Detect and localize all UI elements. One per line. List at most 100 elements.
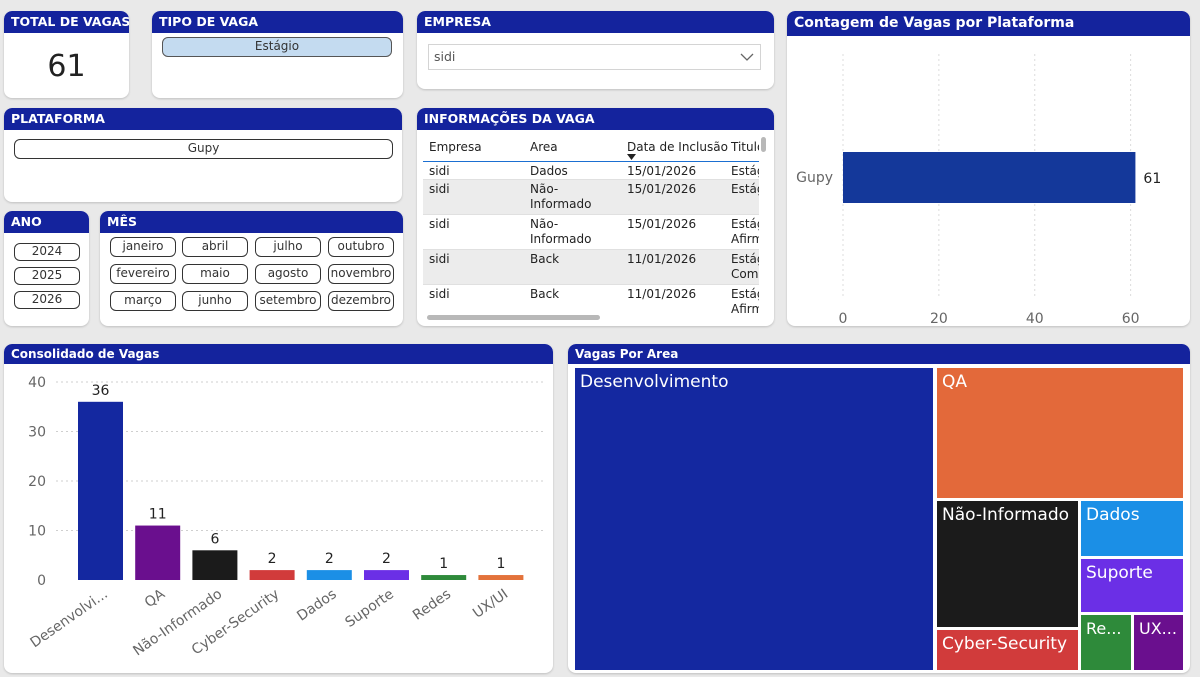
table-cell: Estág [731, 182, 759, 196]
x-category-label: Desenvolvi... [28, 586, 111, 651]
table-row[interactable] [423, 215, 759, 250]
table-cell: 15/01/2026 [627, 217, 697, 231]
plataforma-chart-title: Contagem de Vagas por Plataforma [787, 11, 1190, 36]
mes-option-setembro[interactable]: setembro [255, 291, 321, 311]
x-tick-label: 40 [1026, 311, 1044, 326]
vertical-scrollbar[interactable] [761, 137, 766, 152]
treemap-tile-1[interactable]: QA [937, 368, 1183, 498]
mes-option-fevereiro[interactable]: fevereiro [110, 264, 176, 284]
bar-5 [364, 570, 409, 580]
bar-4 [306, 570, 352, 580]
mes-option-abril[interactable]: abril [182, 237, 248, 257]
mes-option-janeiro[interactable]: janeiro [110, 237, 176, 257]
table-row[interactable] [423, 180, 759, 215]
empresa-dropdown[interactable]: sidi [428, 44, 761, 70]
bar-7 [478, 575, 524, 580]
table-cell: 11/01/2026 [627, 287, 697, 301]
treemap-tile-5[interactable]: Cyber-Security [937, 630, 1078, 670]
mes-option-dezembro[interactable]: dezembro [328, 291, 394, 311]
mes-option-agosto[interactable]: agosto [255, 264, 321, 284]
table-cell: sidi [429, 287, 450, 301]
treemap-tile-6[interactable]: Re... [1081, 615, 1131, 670]
ano-option-2026[interactable]: 2026 [14, 291, 80, 309]
treemap-tile-0[interactable]: Desenvolvimento [575, 368, 933, 670]
plataforma-chart-card: Contagem de Vagas por Plataforma 0 20 40 60… [787, 11, 1190, 326]
table-cell: 15/01/2026 [627, 164, 697, 178]
treemap-tile-4[interactable]: Suporte [1081, 559, 1183, 612]
vagas-area-card: Vagas Por Area Desenvolvimento QA Não-Info… [568, 344, 1190, 673]
mes-option-junho[interactable]: junho [182, 291, 248, 311]
mes-option-julho[interactable]: julho [255, 237, 321, 257]
y-category-label: Gupy [796, 170, 833, 186]
bar-2 [192, 550, 238, 580]
table-row[interactable] [423, 250, 759, 285]
plataforma-option-gupy[interactable]: Gupy [14, 139, 393, 159]
bar-0 [78, 401, 123, 580]
plataforma-title: PLATAFORMA [4, 108, 402, 130]
treemap-tile-label: Suporte [1086, 563, 1153, 583]
x-category-label: Dados [294, 586, 339, 624]
x-tick-label: 60 [1122, 311, 1140, 326]
ano-option-2024[interactable]: 2024 [14, 243, 80, 261]
horizontal-scrollbar[interactable] [427, 315, 600, 320]
treemap-tile-label: Desenvolvimento [580, 372, 729, 392]
treemap-tile-label: Não-Informado [942, 505, 1070, 525]
bar-6 [421, 575, 467, 580]
table-cell: 11/01/2026 [627, 252, 697, 266]
x-category-label: UX/UI [470, 586, 511, 621]
table-row[interactable] [423, 285, 759, 314]
info-vaga-table: Empresa Area Data de Inclusão Titulo sid… [423, 134, 759, 314]
y-tick-label: 40 [28, 375, 46, 391]
plataforma-card: PLATAFORMA Gupy [4, 108, 402, 202]
table-cell: Dados [530, 164, 568, 178]
y-tick-label: 0 [37, 573, 46, 589]
table-cell: Estág Afirm [731, 217, 759, 246]
x-tick-label: 0 [839, 311, 848, 326]
mes-option-maio[interactable]: maio [182, 264, 248, 284]
col-header-empresa[interactable]: Empresa [429, 140, 482, 154]
empresa-selected-value: sidi [434, 49, 456, 64]
x-category-label: QA [142, 586, 168, 611]
treemap-tile-7[interactable]: UX... [1134, 615, 1183, 670]
chevron-down-icon [740, 53, 754, 61]
info-vaga-title: INFORMAÇÕES DA VAGA [417, 108, 774, 130]
info-vaga-card: INFORMAÇÕES DA VAGA Empresa Area Data de… [417, 108, 774, 326]
table-cell: Estág Comp [731, 252, 759, 281]
data-label: 1 [439, 556, 448, 572]
data-label: 2 [268, 551, 277, 567]
ano-card: ANO 2024 2025 2026 [4, 211, 89, 326]
total-vagas-value: 61 [47, 49, 86, 84]
mes-option-outubro[interactable]: outubro [328, 237, 394, 257]
x-category-label: Suporte [342, 586, 396, 631]
mes-option-marco[interactable]: março [110, 291, 176, 311]
data-label: 2 [382, 551, 391, 567]
y-tick-label: 20 [28, 474, 46, 490]
data-label: 6 [210, 531, 219, 547]
mes-option-novembro[interactable]: novembro [328, 264, 394, 284]
col-header-titulo[interactable]: Titulo [731, 140, 759, 154]
table-row[interactable] [423, 162, 759, 180]
treemap-tile-label: QA [942, 372, 968, 392]
treemap-tile-2[interactable]: Não-Informado [937, 501, 1078, 627]
treemap-tile-3[interactable]: Dados [1081, 501, 1183, 556]
table-cell: Estág [731, 164, 759, 178]
ano-title: ANO [4, 211, 89, 233]
ano-option-2025[interactable]: 2025 [14, 267, 80, 285]
tipo-vaga-option-estagio[interactable]: Estágio [162, 37, 392, 57]
col-header-area[interactable]: Area [530, 140, 558, 154]
data-label: 36 [92, 383, 110, 399]
mes-card: MÊS janeiro abril julho outubro fevereiro mai… [100, 211, 403, 326]
bar-3 [249, 570, 295, 580]
col-header-data-inclusao[interactable]: Data de Inclusão [627, 140, 728, 154]
empresa-card: EMPRESA sidi [417, 11, 774, 89]
table-cell: 15/01/2026 [627, 182, 697, 196]
treemap-tile-label: UX... [1139, 619, 1177, 638]
vagas-area-title: Vagas Por Area [568, 344, 1190, 364]
tipo-vaga-card: TIPO DE VAGA Estágio [152, 11, 403, 98]
total-vagas-card: TOTAL DE VAGAS 61 [4, 11, 129, 98]
header-underline [423, 161, 759, 162]
table-cell: Não- Informado [530, 182, 592, 211]
sort-desc-icon [627, 154, 636, 160]
data-label: 11 [149, 507, 167, 523]
